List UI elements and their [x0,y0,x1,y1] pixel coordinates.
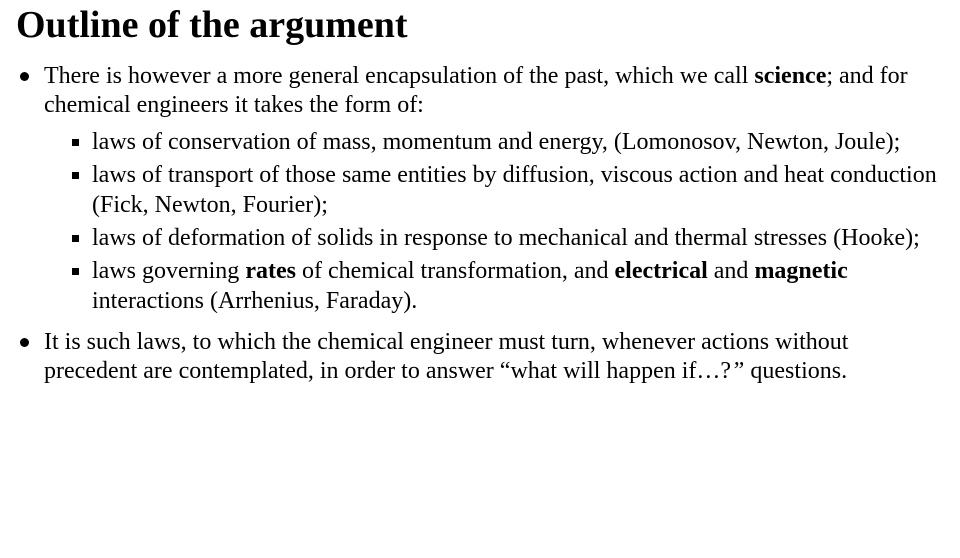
text-run: It is such laws, to which the chemical e… [44,329,848,384]
text-italic: ” [731,358,744,384]
list-item: There is however a more general encapsul… [16,62,944,316]
list-item: laws of conservation of mass, momentum a… [44,128,944,157]
slide-title: Outline of the argument [16,4,944,48]
text-run: of chemical transformation, and [296,258,615,284]
text-bold: magnetic [754,258,847,284]
text-bold: electrical [615,258,708,284]
list-item: laws of deformation of solids in respons… [44,224,944,253]
text-bold: science [754,63,826,89]
text-run: interactions (Arrhenius, Faraday). [92,288,417,314]
slide: Outline of the argument There is however… [0,0,960,558]
list-item: laws governing rates of chemical transfo… [44,257,944,316]
text-run: laws governing [92,258,245,284]
text-run: There is however a more general encapsul… [44,63,754,89]
list-item: laws of transport of those same entities… [44,161,944,220]
text-bold: rates [245,258,296,284]
list-item: It is such laws, to which the chemical e… [16,328,944,387]
bullet-list: There is however a more general encapsul… [16,62,944,387]
sub-bullet-list: laws of conservation of mass, momentum a… [44,128,944,316]
text-run: questions. [744,358,847,384]
text-run: and [708,258,755,284]
